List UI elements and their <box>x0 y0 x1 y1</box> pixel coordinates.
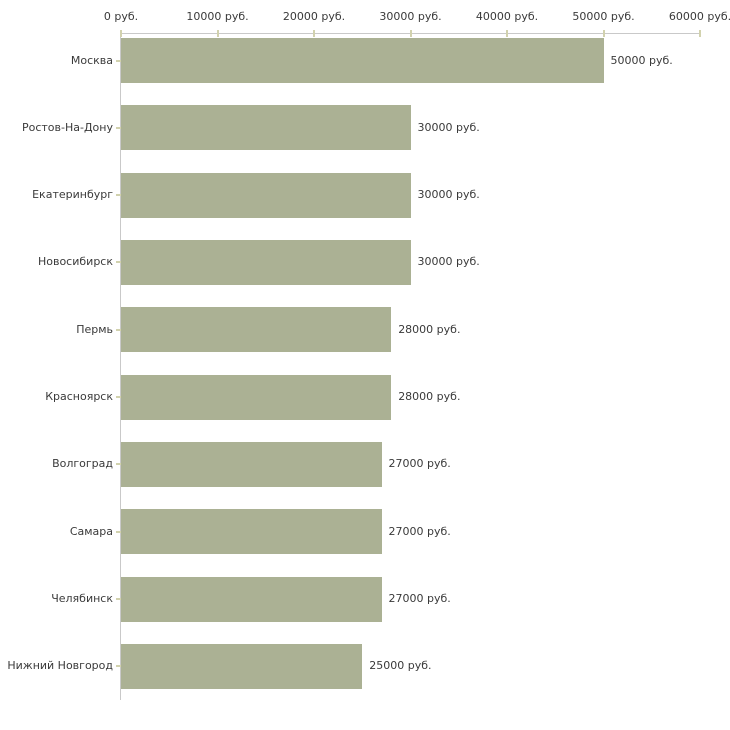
category-tick-mark <box>116 328 121 331</box>
category-label: Нижний Новгород <box>7 659 113 673</box>
bar-value-label: 27000 руб. <box>388 457 451 471</box>
bar <box>121 307 392 353</box>
y-axis-line <box>120 33 121 700</box>
category-label: Пермь <box>76 322 113 336</box>
x-axis-tick-label: 0 руб. <box>103 10 139 23</box>
category-tick-mark <box>116 665 121 668</box>
bar-value-label: 50000 руб. <box>610 53 673 67</box>
category-tick-mark <box>116 598 121 601</box>
bar <box>121 38 604 83</box>
category-tick-mark <box>116 396 121 399</box>
bar-value-label: 28000 руб. <box>398 322 461 336</box>
x-axis-tick-label: 60000 руб. <box>668 10 730 23</box>
category-tick-mark <box>116 261 121 264</box>
x-axis-tick-mark <box>602 30 605 37</box>
category-label: Екатеринбург <box>32 188 113 202</box>
category-tick-mark <box>116 126 121 129</box>
x-axis-tick-mark <box>699 30 701 37</box>
x-axis-tick-label: 40000 руб. <box>475 10 539 23</box>
bar <box>121 239 411 285</box>
x-axis-tick-label: 10000 руб. <box>186 10 249 23</box>
x-axis-tick-mark <box>216 30 219 37</box>
bar <box>121 509 382 555</box>
x-axis-tick-label: 50000 руб. <box>572 10 635 23</box>
bar-value-label: 30000 руб. <box>417 188 480 202</box>
category-label: Челябинск <box>51 592 113 606</box>
x-axis-tick-mark <box>120 30 122 37</box>
bar-value-label: 30000 руб. <box>417 120 480 134</box>
bar-value-label: 25000 руб. <box>369 659 432 673</box>
bar <box>121 643 363 689</box>
category-label: Волгоград <box>52 457 113 471</box>
bar <box>121 374 392 420</box>
category-tick-mark <box>116 194 121 197</box>
bar <box>121 441 382 487</box>
bar-value-label: 27000 руб. <box>388 524 451 538</box>
bar-value-label: 28000 руб. <box>398 390 461 404</box>
x-axis-tick-mark <box>409 30 412 37</box>
x-axis-tick-label: 30000 руб. <box>379 10 442 23</box>
bar <box>121 172 411 218</box>
category-tick-mark <box>116 463 121 466</box>
category-label: Самара <box>69 524 113 538</box>
category-label: Новосибирск <box>37 255 113 269</box>
category-tick-mark <box>116 530 121 533</box>
x-axis-tick-mark <box>313 30 315 37</box>
category-label: Красноярск <box>45 390 113 404</box>
category-tick-mark <box>116 59 121 62</box>
category-label: Ростов-На-Дону <box>21 120 113 134</box>
x-axis-tick-label: 20000 руб. <box>282 10 346 23</box>
bar-value-label: 30000 руб. <box>417 255 480 269</box>
category-label: Москва <box>70 53 113 67</box>
bar <box>121 576 382 622</box>
bar-value-label: 27000 руб. <box>388 592 451 606</box>
bar <box>121 105 411 151</box>
x-axis-tick-mark <box>506 30 508 37</box>
